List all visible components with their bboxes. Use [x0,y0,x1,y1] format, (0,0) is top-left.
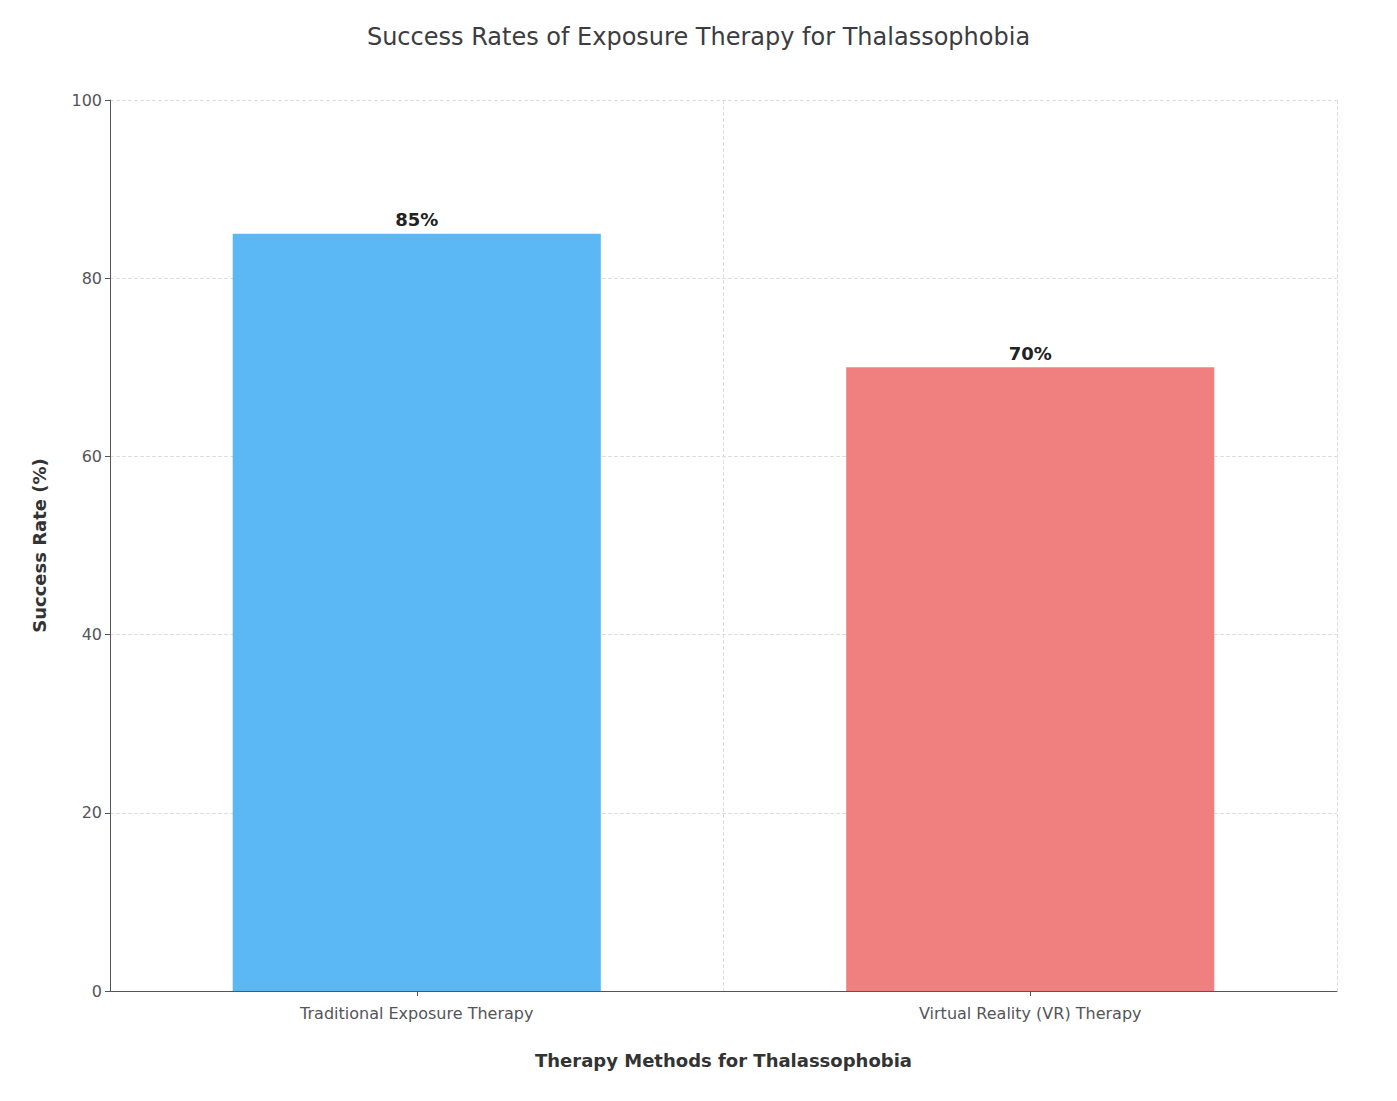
svg-text:Virtual Reality (VR) Therapy: Virtual Reality (VR) Therapy [919,1004,1142,1023]
svg-text:Success Rate (%): Success Rate (%) [29,458,50,633]
svg-text:Therapy Methods for Thalassoph: Therapy Methods for Thalassophobia [535,1050,912,1071]
svg-text:100: 100 [71,91,102,110]
svg-text:0: 0 [92,982,102,1001]
svg-text:40: 40 [82,625,102,644]
svg-text:Traditional Exposure Therapy: Traditional Exposure Therapy [299,1004,533,1023]
svg-text:70%: 70% [1009,343,1052,364]
svg-text:Success Rates of Exposure Ther: Success Rates of Exposure Therapy for Th… [367,23,1030,51]
svg-text:20: 20 [82,803,102,822]
svg-text:85%: 85% [395,209,438,230]
svg-text:60: 60 [82,447,102,466]
svg-text:80: 80 [82,269,102,288]
